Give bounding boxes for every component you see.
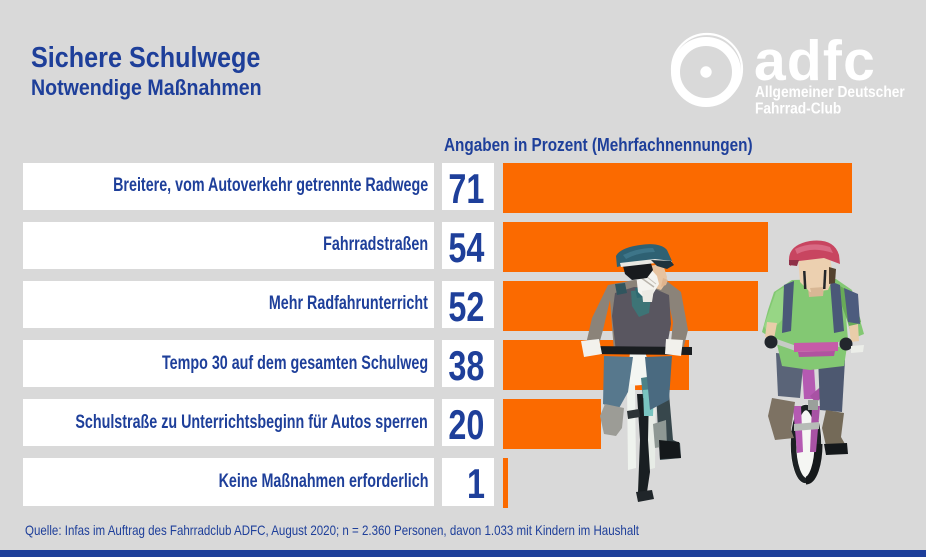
svg-text:Fahrrad-Club: Fahrrad-Club <box>755 99 841 117</box>
svg-text:Allgemeiner Deutscher: Allgemeiner Deutscher <box>755 83 905 101</box>
svg-text:adfc: adfc <box>754 29 876 93</box>
